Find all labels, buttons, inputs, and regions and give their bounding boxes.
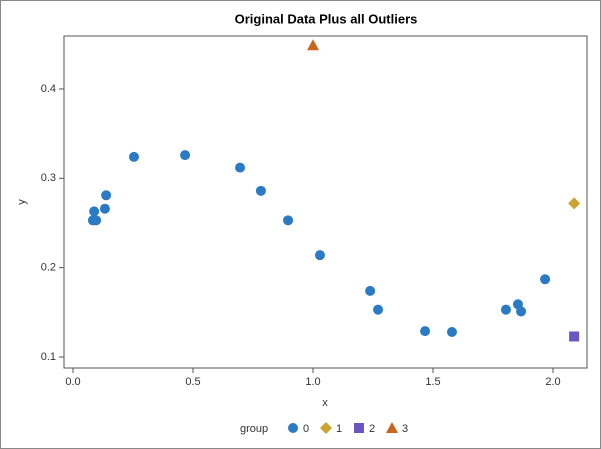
point — [101, 190, 112, 201]
point — [128, 151, 139, 162]
point — [306, 39, 319, 51]
point — [99, 203, 110, 214]
x-axis-label: x — [322, 397, 328, 409]
point — [540, 274, 551, 285]
legend-marker — [320, 422, 332, 434]
y-tick-label: 0.4 — [41, 83, 56, 95]
x-tick-label: 1.0 — [305, 376, 320, 388]
point — [283, 215, 294, 226]
x-tick-label: 1.5 — [425, 376, 440, 388]
point — [500, 304, 511, 315]
point — [314, 250, 325, 261]
y-tick-label: 0.1 — [41, 351, 56, 363]
x-tick-label: 2.0 — [545, 376, 560, 388]
point — [255, 185, 266, 196]
y-tick-label: 0.2 — [41, 262, 56, 274]
y-tick-label: 0.3 — [41, 172, 56, 184]
point — [91, 215, 102, 226]
point — [516, 306, 527, 317]
legend-marker — [386, 422, 398, 433]
legend-label: 3 — [402, 423, 408, 435]
point — [365, 285, 376, 296]
legend-label: 0 — [303, 423, 309, 435]
legend-label: 2 — [369, 423, 375, 435]
point — [235, 162, 246, 173]
legend-label: 1 — [336, 423, 342, 435]
point — [568, 197, 581, 210]
point — [89, 206, 100, 217]
point — [420, 326, 431, 337]
chart-title: Original Data Plus all Outliers — [235, 11, 418, 26]
point — [373, 304, 384, 315]
y-axis-label: y — [16, 199, 28, 205]
legend-title: group — [240, 423, 268, 435]
point — [569, 331, 580, 342]
x-tick-label: 0.5 — [185, 376, 200, 388]
x-tick-label: 0.0 — [65, 376, 80, 388]
plot-area — [63, 35, 588, 369]
point — [446, 326, 457, 337]
point — [180, 150, 191, 161]
legend-marker — [288, 423, 298, 433]
legend-marker — [354, 423, 364, 433]
